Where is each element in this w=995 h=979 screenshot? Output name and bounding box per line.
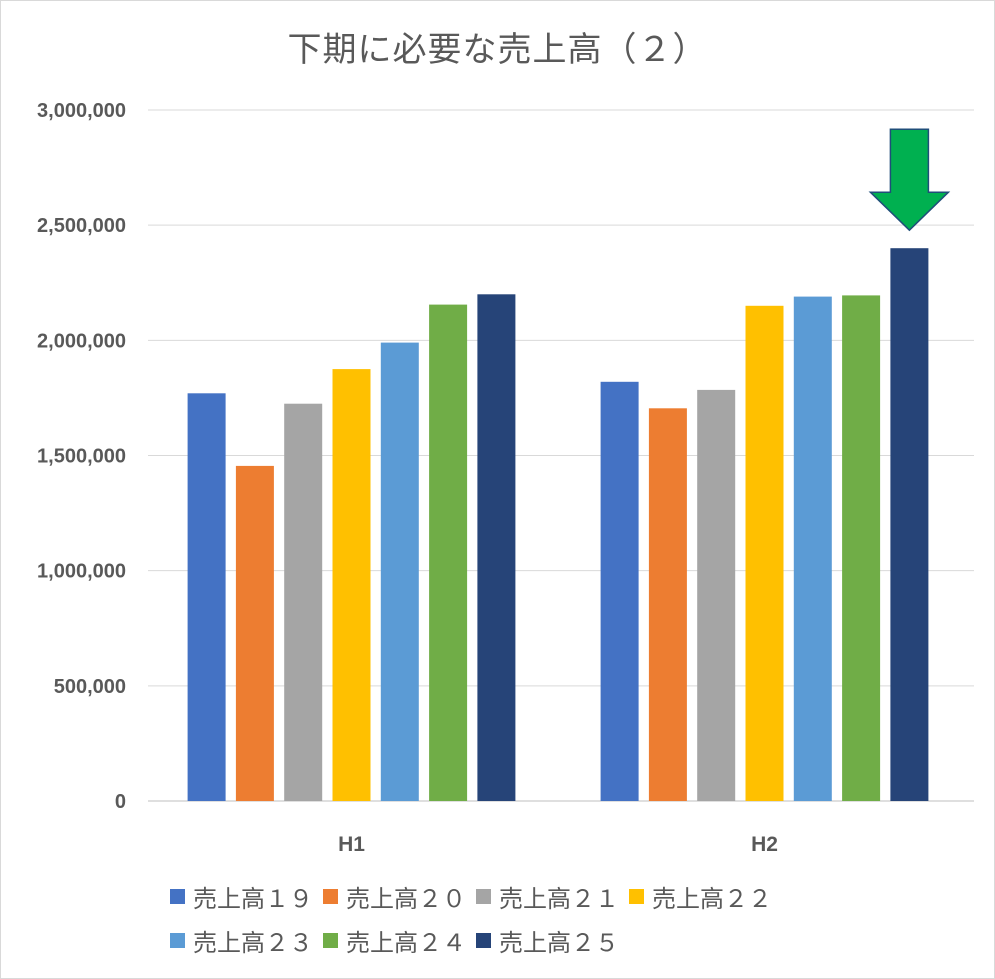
y-tick-label: 0 — [115, 791, 126, 813]
legend-label: 売上高２５ — [499, 928, 619, 957]
legend-item: 売上高２３ — [170, 923, 313, 958]
legend-item: 売上高２０ — [323, 879, 466, 914]
legend-row: 売上高１９ 売上高２０ 売上高２１ 売上高２２ — [170, 874, 870, 918]
bar-h1-series-1 — [187, 393, 226, 801]
down-arrow-annotation — [868, 128, 951, 232]
annotation — [868, 128, 951, 232]
y-tick-label: 1,500,000 — [37, 446, 126, 468]
y-tick-label: 2,000,000 — [37, 330, 126, 352]
bar-h2-series-7 — [890, 248, 929, 801]
legend-label: 売上高２２ — [652, 884, 772, 913]
bar-h1-series-6 — [429, 304, 468, 801]
y-tick-label: 1,000,000 — [37, 561, 126, 583]
legend-swatch — [629, 888, 644, 904]
y-tick-label: 500,000 — [54, 676, 126, 698]
legend-row: 売上高２３ 売上高２４ 売上高２５ — [170, 918, 870, 962]
x-tick-label: H1 — [338, 833, 365, 856]
legend-swatch — [170, 888, 185, 904]
bar-h1-series-7 — [477, 294, 516, 801]
bar-h2-series-3 — [697, 389, 736, 801]
bar-h2-series-4 — [745, 305, 784, 801]
bar-h1-series-5 — [380, 342, 419, 801]
legend-label: 売上高２３ — [193, 928, 313, 957]
x-tick-label: H2 — [751, 833, 778, 856]
chart-title: 下期に必要な売上高（２） — [287, 30, 708, 70]
legend: 売上高１９ 売上高２０ 売上高２１ 売上高２２ 売上高２３ 売上高２４ 売上高２５ — [170, 874, 870, 962]
legend-swatch — [170, 932, 185, 948]
bar-h2-series-6 — [842, 295, 881, 801]
legend-item: 売上高２１ — [476, 879, 619, 914]
bar-h2-series-2 — [648, 408, 687, 801]
legend-item: 売上高２４ — [323, 923, 466, 958]
legend-swatch — [323, 932, 338, 948]
legend-label: 売上高１９ — [193, 884, 313, 913]
y-tick-label: 3,000,000 — [37, 100, 126, 122]
legend-label: 売上高２０ — [346, 884, 466, 913]
bar-h1-series-2 — [235, 465, 274, 801]
bar-h2-series-1 — [600, 381, 639, 801]
legend-item: 売上高２２ — [629, 879, 772, 914]
legend-swatch — [476, 932, 491, 948]
x-axis-ticks: H1 H2 — [338, 833, 778, 856]
y-axis-ticks: 0 500,000 1,000,000 1,500,000 2,000,000 2,500… — [37, 100, 126, 813]
legend-swatch — [323, 888, 338, 904]
legend-item: 売上高１９ — [170, 879, 313, 914]
legend-label: 売上高２１ — [499, 884, 619, 913]
legend-swatch — [476, 888, 491, 904]
legend-label: 売上高２４ — [346, 928, 466, 957]
bars — [187, 248, 929, 801]
legend-item: 売上高２５ — [476, 923, 619, 958]
bar-h1-series-3 — [284, 403, 323, 801]
plot-area: 0 500,000 1,000,000 1,500,000 2,000,000 2,500… — [37, 100, 974, 856]
y-tick-label: 2,500,000 — [37, 215, 126, 237]
bar-h2-series-5 — [793, 296, 832, 801]
bar-h1-series-4 — [332, 369, 371, 801]
